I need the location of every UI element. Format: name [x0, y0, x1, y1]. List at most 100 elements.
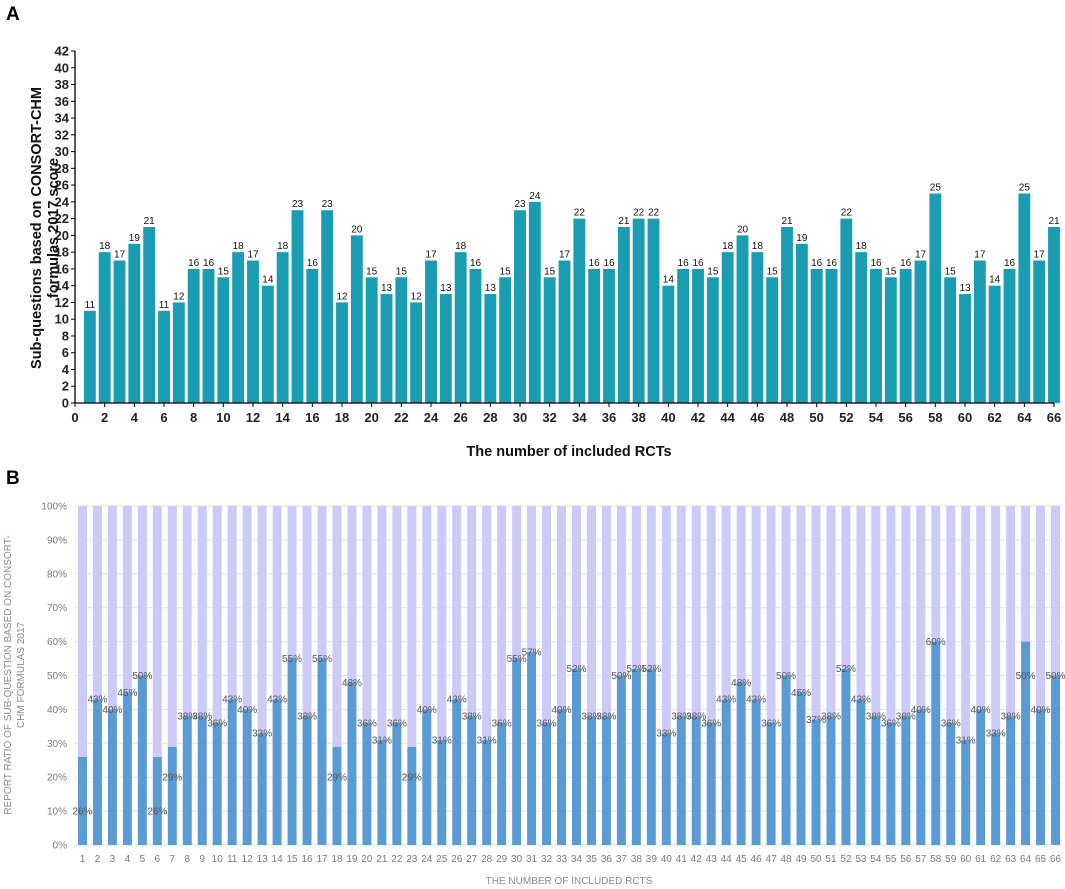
chart-a-bar [425, 260, 437, 403]
chart-b-bar-reported [796, 692, 806, 845]
chart-a-x-tick-label: 22 [394, 410, 408, 425]
chart-a-data-label: 18 [277, 241, 289, 252]
chart-a-bar [528, 201, 541, 403]
chart-b-x-tick-label: 52 [840, 854, 852, 865]
chart-b-bar-reported [152, 756, 162, 845]
chart-b-bar-remaining [976, 506, 986, 710]
chart-a-y-tick-label: 4 [62, 362, 70, 377]
chart-a-bar [677, 268, 690, 403]
chart-b-data-label: 33% [986, 729, 1006, 740]
chart-a-data-label: 15 [885, 266, 897, 277]
chart-b-x-tick-label: 33 [556, 854, 568, 865]
chart-b-bar-reported [841, 668, 851, 845]
chart-b-bar-remaining [916, 506, 926, 710]
chart-a-x-tick-label: 36 [602, 410, 616, 425]
chart-b-y-axis-title-line-1: REPORT RATIO OF SUB-QUESTION BASED ON CO… [3, 535, 14, 814]
chart-b-report-ratio-bars: 26%43%40%45%50%26%29%38%38%36%43%40%33%4… [3, 502, 1065, 888]
chart-a-data-label: 22 [574, 208, 586, 219]
chart-b-data-label: 50% [132, 671, 152, 682]
chart-b-x-tick-label: 46 [751, 854, 763, 865]
chart-b-x-tick-label: 64 [1020, 854, 1032, 865]
chart-b-bar-reported [946, 722, 956, 845]
chart-a-y-axis-title-line-2: formulas 2017 score [46, 158, 62, 298]
chart-b-data-label: 43% [87, 695, 107, 706]
chart-a-data-label: 17 [915, 250, 927, 261]
chart-a-bar [1003, 268, 1016, 403]
chart-a-bar [588, 268, 601, 403]
chart-b-bar-reported [212, 722, 222, 845]
chart-a-y-tick-label: 12 [55, 295, 69, 310]
chart-a-bar [217, 277, 230, 403]
chart-b-x-tick-label: 7 [170, 854, 176, 865]
chart-a-data-label: 16 [603, 258, 615, 269]
chart-b-x-tick-label: 8 [184, 854, 190, 865]
chart-a-data-label: 15 [707, 266, 719, 277]
chart-b-bar-remaining [197, 506, 207, 717]
chart-b-bar-remaining [422, 506, 432, 710]
chart-a-x-tick-label: 24 [424, 410, 439, 425]
chart-b-bar-reported [422, 709, 432, 845]
chart-a-y-tick-label: 22 [55, 211, 69, 226]
chart-b-bar-reported [661, 733, 671, 845]
chart-a-x-axis-title: The number of included RCTs [466, 444, 671, 460]
chart-b-bar-remaining [137, 506, 147, 676]
chart-a-data-label: 15 [945, 266, 957, 277]
chart-b-bar-remaining [706, 506, 716, 723]
chart-b-bar-remaining [841, 506, 851, 669]
chart-a-data-label: 21 [618, 216, 630, 227]
chart-b-x-tick-label: 49 [795, 854, 807, 865]
chart-b-data-label: 43% [447, 695, 467, 706]
chart-a-bar [751, 252, 764, 403]
chart-b-bar-remaining [287, 506, 297, 659]
chart-b-data-label: 33% [656, 729, 676, 740]
chart-b-x-tick-label: 3 [110, 854, 116, 865]
chart-a-bar [617, 227, 630, 403]
chart-b-bar-remaining [1036, 506, 1046, 710]
chart-a-x-tick-label: 34 [572, 410, 587, 425]
chart-b-bar-reported [197, 716, 207, 845]
chart-b-x-tick-label: 4 [125, 854, 131, 865]
chart-b-bar-remaining [751, 506, 761, 700]
chart-b-bar-reported [751, 699, 761, 845]
chart-a-bar [350, 235, 363, 403]
chart-a-bar [336, 302, 348, 403]
chart-a-x-tick-label: 8 [190, 410, 197, 425]
chart-a-bar [484, 294, 497, 403]
chart-b-bar-remaining [542, 506, 552, 723]
chart-b-x-tick-label: 38 [631, 854, 643, 865]
chart-a-x-tick-label: 42 [691, 410, 705, 425]
chart-b-x-tick-label: 54 [870, 854, 882, 865]
chart-a-bar [439, 294, 452, 403]
chart-a-bar [944, 277, 957, 403]
chart-b-x-tick-label: 55 [885, 854, 897, 865]
chart-b-bar-reported [856, 699, 866, 845]
chart-a-y-tick-label: 8 [62, 328, 69, 343]
chart-a-bar [929, 193, 942, 403]
chart-b-bar-remaining [826, 506, 836, 717]
chart-b-data-label: 40% [971, 705, 991, 716]
chart-b-bar-reported [167, 746, 177, 845]
chart-b-data-label: 50% [1046, 671, 1065, 682]
chart-b-bar-reported [616, 675, 626, 845]
chart-b-bar-reported [317, 658, 327, 845]
chart-b-x-tick-label: 32 [541, 854, 553, 865]
chart-b-bar-remaining [512, 506, 522, 659]
chart-b-bar-reported [257, 733, 267, 845]
chart-a-bar [365, 277, 378, 403]
chart-a-data-label: 21 [781, 216, 793, 227]
chart-b-data-label: 38% [866, 712, 886, 723]
chart-b-data-label: 45% [117, 688, 137, 699]
chart-a-y-tick-label: 40 [55, 60, 69, 75]
chart-b-data-label: 31% [477, 735, 497, 746]
chart-b-bar-remaining [92, 506, 102, 700]
chart-b-bar-reported [407, 746, 417, 845]
chart-b-bar-reported [631, 668, 641, 845]
chart-b-y-tick-label: 20% [47, 773, 67, 784]
chart-b-x-tick-label: 12 [242, 854, 254, 865]
chart-a-bar [261, 285, 274, 403]
chart-a-data-label: 16 [692, 258, 704, 269]
chart-b-data-label: 36% [387, 718, 407, 729]
chart-b-y-tick-label: 90% [47, 535, 67, 546]
chart-b-bar-remaining [152, 506, 162, 757]
